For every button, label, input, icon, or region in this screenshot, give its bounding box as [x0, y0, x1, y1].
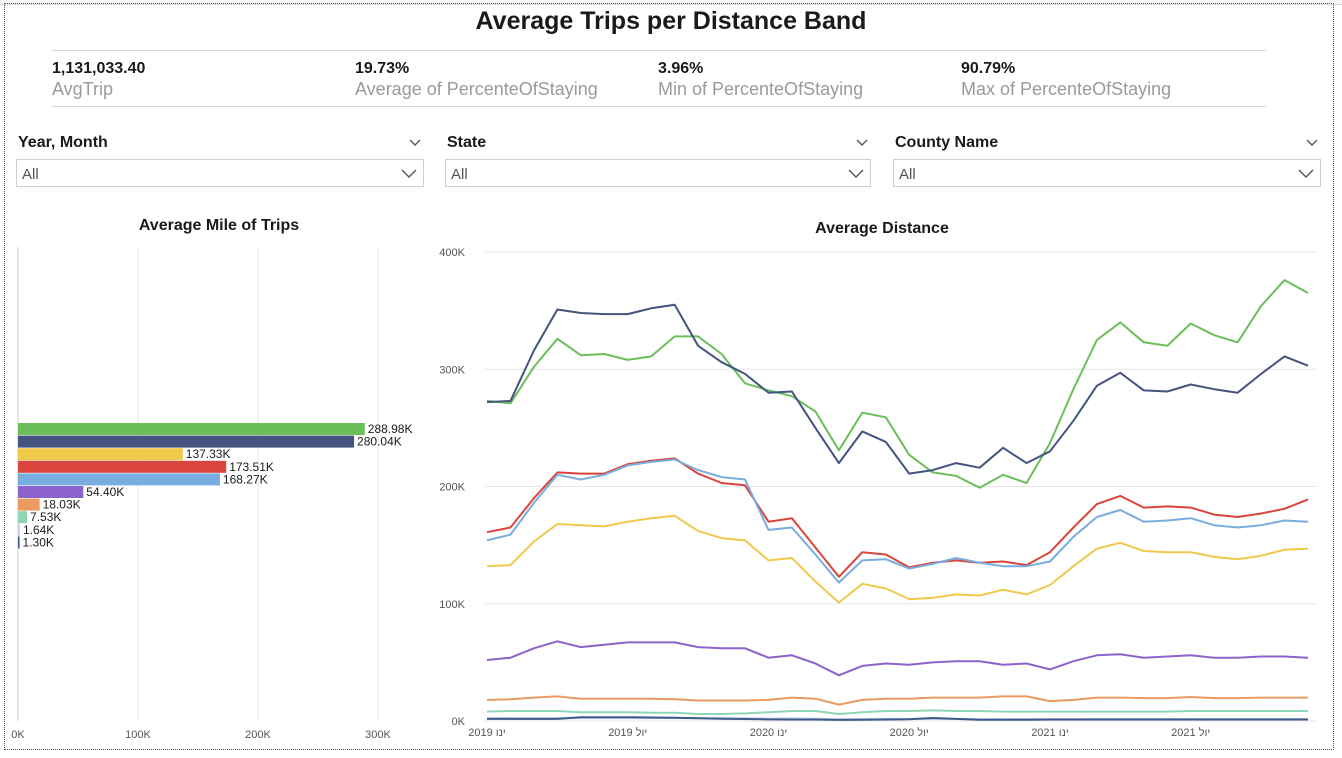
bar-data-label: 137.33K — [186, 447, 231, 461]
line-series-path — [486, 695, 1308, 706]
chevron-down-icon — [401, 169, 417, 178]
kpi-card-band: 1,131,033.40 AvgTrip 19.73% Average of P… — [52, 50, 1266, 107]
line-series-path — [486, 709, 1308, 715]
bar — [18, 435, 355, 448]
bar-data-label: 1.30K — [23, 535, 54, 549]
line-series-path — [486, 640, 1309, 677]
kpi-label: AvgTrip — [52, 79, 114, 99]
line-series-path — [486, 514, 1309, 604]
line-y-tick-label: 100K — [439, 599, 465, 611]
chevron-down-icon[interactable] — [855, 136, 869, 150]
kpi-label: Average of PercenteOfStaying — [355, 79, 598, 99]
line-x-tick-label: יול 2020 — [890, 726, 929, 739]
kpi-value: 1,131,033.40 — [52, 60, 146, 77]
kpi-min-staying: 3.96% Min of PercenteOfStaying — [658, 60, 863, 100]
bar-x-tick-label: 200K — [245, 729, 271, 741]
line-chart-title: Average Distance — [815, 220, 949, 237]
line-x-tick-label: יול 2021 — [1171, 726, 1210, 739]
line-y-tick-label: 200K — [439, 482, 465, 494]
bar — [18, 498, 40, 511]
line-chart-x-axis: ינו 2019 יול 2019 ינו 2020 יול 2020 ינו 2021… — [468, 726, 1210, 739]
line-series-path — [486, 457, 1309, 578]
line-chart-average-distance: Average Distance 0K 100K 200K 300K 400K ינו … — [439, 220, 1316, 739]
top-strip — [0, 0, 1342, 5]
line-x-tick-label: ינו 2020 — [750, 727, 788, 739]
slicer-value: All — [22, 166, 39, 183]
line-chart-grid — [485, 251, 1316, 722]
bar — [18, 523, 20, 536]
chevron-down-icon[interactable] — [408, 136, 422, 150]
bar — [18, 511, 28, 524]
kpi-avgtrip: 1,131,033.40 AvgTrip — [52, 60, 145, 100]
line-chart-series — [486, 279, 1309, 721]
kpi-average-staying: 19.73% Average of PercenteOfStaying — [355, 60, 598, 100]
report-frame — [4, 3, 1334, 750]
bar — [18, 423, 365, 435]
bar — [18, 536, 20, 549]
chevron-down-icon[interactable] — [1305, 136, 1319, 150]
slicer-dropdown-county-name[interactable]: All — [893, 159, 1321, 187]
line-series-path — [486, 458, 1309, 584]
slicer-value: All — [899, 166, 916, 183]
bar-data-label: 7.53K — [30, 510, 61, 524]
bar-x-tick-label: 0K — [11, 729, 25, 741]
slicer-dropdown-state[interactable]: All — [445, 159, 871, 187]
bar-data-label: 173.51K — [229, 460, 274, 474]
bar-chart-title: Average Mile of Trips — [139, 217, 299, 234]
kpi-label: Max of PercenteOfStaying — [961, 79, 1172, 99]
bar-data-label: 168.27K — [223, 472, 268, 486]
bar-data-label: 18.03K — [43, 498, 81, 512]
kpi-value: 3.96% — [658, 60, 704, 77]
bar-data-label: 280.04K — [357, 435, 402, 449]
bar — [18, 448, 183, 461]
bar-data-label: 288.98K — [368, 422, 413, 436]
bar — [18, 486, 84, 498]
kpi-max-staying: 90.79% Max of PercenteOfStaying — [961, 60, 1171, 100]
line-chart-y-axis: 0K 100K 200K 300K 400K — [439, 247, 465, 728]
bar-data-label: 1.64K — [23, 523, 54, 537]
chevron-down-icon — [1298, 169, 1314, 178]
slicer-value: All — [451, 166, 468, 183]
slicer-state: State All — [445, 132, 871, 190]
page-title: Average Trips per Distance Band — [475, 7, 867, 35]
line-x-tick-label: ינו 2019 — [468, 727, 506, 739]
slicer-year-month: Year, Month All — [16, 132, 424, 190]
slicer-title: State — [447, 134, 487, 151]
slicer-title: Year, Month — [18, 134, 108, 151]
slicer-county-name: County Name All — [893, 132, 1321, 190]
line-y-tick-label: 300K — [439, 364, 465, 376]
line-series-path — [487, 716, 1308, 721]
bar-chart-x-axis: 0K 100K 200K 300K — [11, 729, 391, 741]
kpi-value: 90.79% — [961, 60, 1016, 77]
bar-data-label: 54.40K — [86, 485, 124, 499]
line-series-path — [486, 303, 1309, 475]
slicer-title: County Name — [895, 134, 999, 151]
line-x-tick-label: יול 2019 — [608, 726, 647, 739]
line-series-path — [486, 279, 1309, 489]
bar — [18, 460, 227, 473]
line-y-tick-label: 400K — [439, 247, 465, 259]
kpi-label: Min of PercenteOfStaying — [658, 79, 864, 99]
bar — [18, 473, 220, 486]
kpi-value: 19.73% — [355, 60, 410, 77]
chevron-down-icon — [848, 169, 864, 178]
bar-x-tick-label: 300K — [365, 729, 391, 741]
bar-x-tick-label: 100K — [125, 729, 151, 741]
line-x-tick-label: ינו 2021 — [1031, 727, 1069, 739]
slicer-dropdown-year-month[interactable]: All — [16, 159, 424, 187]
line-y-tick-label: 0K — [452, 716, 466, 728]
